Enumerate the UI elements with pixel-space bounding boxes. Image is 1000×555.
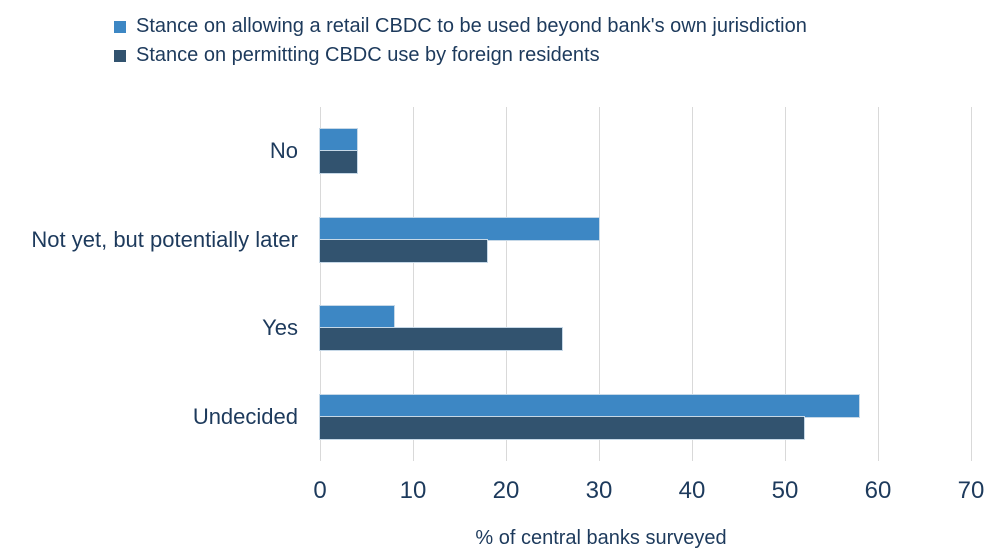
x-tick-label-10: 10 bbox=[399, 477, 427, 504]
category-label-no: No bbox=[269, 138, 298, 163]
bar-beyond-jurisdiction-undecided bbox=[318, 393, 861, 418]
category-label-yes: Yes bbox=[262, 315, 298, 340]
gridline-10 bbox=[412, 107, 414, 461]
x-tick-label-30: 30 bbox=[585, 477, 613, 504]
x-tick-label-60: 60 bbox=[864, 477, 892, 504]
legend-swatch-series-1 bbox=[114, 20, 126, 33]
gridline-40 bbox=[691, 107, 693, 461]
x-tick-label-50: 50 bbox=[771, 477, 799, 504]
x-tick-label-0: 0 bbox=[313, 477, 327, 504]
bar-beyond-jurisdiction-not-yet-but-potentially-later bbox=[319, 216, 600, 241]
x-tick-label-70: 70 bbox=[957, 477, 985, 504]
category-label-undecided: Undecided bbox=[192, 403, 298, 429]
gridline-30 bbox=[598, 107, 600, 461]
bar-beyond-jurisdiction-yes bbox=[318, 305, 396, 330]
bar-foreign-residents-yes bbox=[319, 327, 563, 352]
legend: Stance on allowing a retail CBDC to be u… bbox=[114, 12, 807, 70]
bar-beyond-jurisdiction-no bbox=[318, 128, 359, 153]
legend-item: Stance on allowing a retail CBDC to be u… bbox=[114, 12, 807, 41]
gridline-70 bbox=[970, 107, 972, 461]
legend-label-series-2: Stance on permitting CBDC use by foreign… bbox=[136, 44, 600, 66]
legend-item: Stance on permitting CBDC use by foreign… bbox=[114, 41, 807, 70]
x-tick-label-20: 20 bbox=[492, 477, 520, 504]
bar-foreign-residents-no bbox=[318, 150, 359, 175]
gridline-20 bbox=[505, 107, 507, 461]
legend-label-series-1: Stance on allowing a retail CBDC to be u… bbox=[136, 15, 807, 37]
x-tick-label-40: 40 bbox=[678, 477, 706, 504]
category-label-not-yet-but-potentially-later: Not yet, but potentially later bbox=[31, 226, 298, 252]
bar-foreign-residents-undecided bbox=[319, 415, 805, 440]
x-axis-title: % of central banks surveyed bbox=[475, 527, 727, 549]
gridline-60 bbox=[877, 107, 879, 461]
legend-swatch-series-2 bbox=[114, 49, 126, 62]
bar-foreign-residents-not-yet-but-potentially-later bbox=[318, 238, 489, 263]
gridline-50 bbox=[784, 107, 786, 461]
gridline-0 bbox=[319, 107, 321, 461]
plot-area bbox=[318, 107, 972, 461]
